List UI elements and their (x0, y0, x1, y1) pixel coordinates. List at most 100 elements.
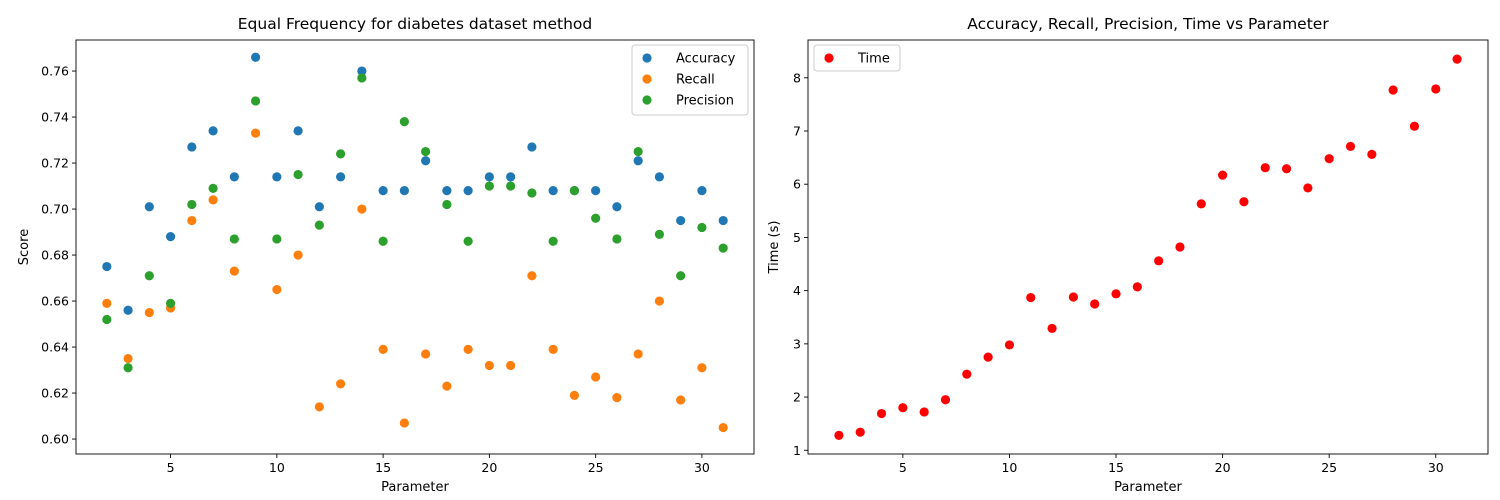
chart-2-y-tick-label: 6 (793, 177, 801, 192)
chart-1-point-precision (399, 117, 409, 127)
chart-1-point-recall (378, 344, 388, 354)
chart-1-point-accuracy (527, 142, 537, 152)
chart-1-point-accuracy (548, 186, 558, 196)
chart-1-point-precision (612, 234, 622, 244)
chart-1-point-recall (506, 360, 516, 371)
chart-2-point-time (1239, 197, 1249, 207)
chart-1-y-tick-label: 0.60 (41, 432, 69, 447)
chart-1-point-precision (314, 220, 324, 230)
chart-1-point-precision (442, 199, 452, 210)
chart-1-point-recall (463, 344, 473, 354)
chart-1: Equal Frequency for diabetes dataset met… (17, 15, 755, 495)
chart-1-legend-label: Precision (676, 94, 734, 109)
chart-1-point-recall (654, 296, 665, 306)
chart-2-y-tick-label: 7 (793, 123, 801, 138)
chart-1-point-recall (187, 215, 197, 226)
chart-1-point-recall (612, 393, 622, 403)
chart-1-point-accuracy (208, 126, 218, 136)
chart-2-point-time (940, 395, 951, 405)
chart-1-point-accuracy (484, 172, 494, 182)
chart-1-point-precision (697, 222, 707, 233)
chart-2-point-time (1068, 292, 1078, 302)
chart-2-y-tick-label: 5 (793, 230, 801, 245)
chart-2-y-tick-label: 3 (793, 336, 801, 351)
chart-2-point-time (1452, 54, 1462, 64)
chart-2-point-time (1281, 164, 1292, 174)
chart-1-point-recall (697, 363, 707, 373)
chart-2-point-time (1196, 199, 1206, 209)
chart-2-y-tick-label: 1 (793, 443, 801, 458)
chart-1-point-accuracy (463, 186, 473, 196)
chart-1-legend-marker (642, 74, 652, 84)
chart-2-point-time (1367, 149, 1377, 160)
chart-2-point-time (1026, 292, 1036, 303)
chart-1-point-accuracy (654, 172, 665, 182)
chart-1-legend-box (631, 44, 749, 116)
chart-2-x-tick-label: 15 (1108, 460, 1124, 475)
chart-2-point-time (1388, 85, 1398, 95)
chart-1-series-accuracy (102, 52, 728, 315)
chart-1-point-recall (421, 349, 431, 359)
chart-1-y-tick-label: 0.68 (41, 248, 69, 263)
chart-1-legend-label: Accuracy (676, 52, 736, 67)
chart-1-point-recall (676, 395, 686, 405)
chart-1-point-precision (548, 236, 558, 246)
chart-1-x-tick-label: 5 (167, 460, 175, 475)
chart-1-y-axis-label: Score (17, 229, 32, 265)
chart-1-point-recall (484, 360, 494, 371)
chart-1-y-tick-label: 0.72 (41, 156, 69, 171)
chart-2-point-time (1303, 183, 1313, 193)
chart-2-point-time (1218, 170, 1228, 180)
chart-1-point-accuracy (421, 156, 431, 166)
chart-1-point-accuracy (399, 186, 409, 196)
chart-1-point-accuracy (442, 186, 452, 196)
chart-2-x-axis-label: Parameter (1114, 480, 1182, 495)
chart-1-point-accuracy (357, 66, 367, 76)
chart-1-y-tick-label: 0.76 (41, 64, 69, 79)
chart-1-title: Equal Frequency for diabetes dataset met… (238, 15, 592, 33)
chart-1-y-tick-label: 0.70 (41, 202, 69, 217)
chart-1-y-tick-label: 0.64 (41, 340, 69, 355)
chart-1-x-tick-label: 20 (481, 460, 497, 475)
chart-1-point-recall (250, 128, 261, 138)
chart-2-point-time (1090, 299, 1100, 309)
chart-2-point-time (1004, 340, 1015, 350)
chart-1-point-accuracy (272, 172, 282, 182)
chart-2-point-time (919, 407, 929, 417)
chart-1-legend-marker (642, 53, 652, 63)
chart-1-point-recall (229, 266, 239, 276)
chart-1-point-precision (633, 146, 643, 157)
chart-2-y-axis-label: Time (s) (767, 221, 782, 275)
chart-1-point-recall (569, 390, 580, 400)
chart-2-y-tick-label: 8 (793, 70, 801, 85)
chart-1-y-tick-label: 0.62 (41, 386, 69, 401)
chart-1-point-precision (165, 298, 176, 308)
chart-2-point-time (834, 430, 844, 440)
chart-1-point-accuracy (633, 156, 643, 166)
chart-2-legend-box (813, 44, 901, 72)
chart-1-x-tick-label: 10 (269, 460, 285, 475)
chart-1-point-accuracy (378, 186, 388, 196)
chart-1-point-accuracy (250, 52, 261, 62)
chart-1-series-recall (102, 128, 728, 433)
chart-2-point-time (1132, 282, 1142, 292)
chart-1-point-precision (336, 149, 346, 159)
chart-2-x-tick-label: 5 (899, 460, 907, 475)
chart-1-point-accuracy (187, 142, 197, 152)
chart-1-point-accuracy (612, 202, 622, 212)
chart-1-point-precision (378, 236, 388, 246)
chart-1-point-accuracy (102, 261, 112, 272)
chart-1-legend: Accuracy Recall Precision (631, 44, 749, 116)
chart-1-point-recall (548, 344, 558, 354)
chart-2-point-time (983, 352, 993, 362)
chart-1-point-recall (442, 381, 452, 391)
chart-1-point-recall (336, 379, 346, 389)
chart-1-point-recall (399, 418, 409, 428)
chart-1-point-recall (208, 195, 218, 205)
chart-2-legend-marker (824, 53, 834, 63)
chart-1-point-precision (421, 146, 431, 157)
chart-1-point-precision (484, 181, 494, 191)
chart-1-point-accuracy (718, 215, 728, 226)
chart-1-x-axis-label: Parameter (381, 480, 449, 495)
chart-1-point-precision (250, 96, 261, 106)
